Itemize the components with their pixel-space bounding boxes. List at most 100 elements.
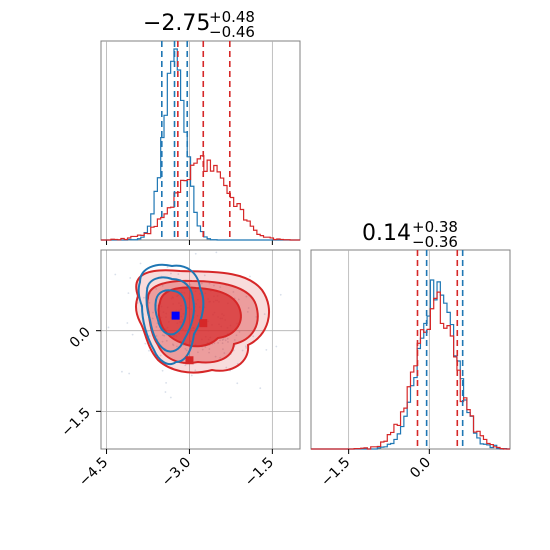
sample-point [126, 322, 129, 324]
sample-point [222, 348, 224, 351]
x-tick-label: −4.5 [76, 455, 111, 490]
panel-x-title-sub: −0.46 [209, 23, 255, 41]
sample-point [161, 284, 164, 287]
y-tick-label: 0.0 [67, 324, 94, 351]
point-marker [199, 319, 208, 328]
sample-point [221, 342, 224, 345]
sample-point [146, 330, 149, 333]
sample-point [159, 354, 162, 357]
sample-point [155, 335, 158, 337]
sample-point [189, 284, 192, 286]
sample-point [203, 274, 206, 277]
panel-joint-x-ticks: −4.5 −3.0 −1.5 [76, 449, 277, 490]
x-tick-label: −1.5 [242, 455, 277, 490]
sample-point [185, 349, 188, 352]
sample-point [219, 339, 221, 342]
sample-point [214, 355, 217, 358]
sample-point [151, 317, 154, 320]
panel-y-title-sup: +0.38 [412, 218, 458, 236]
sample-point [165, 339, 168, 342]
sample-point [263, 313, 266, 316]
sample-point [164, 391, 167, 393]
panel-joint-markers [171, 311, 208, 365]
sample-point [252, 335, 255, 338]
sample-point [176, 345, 178, 348]
sample-point [131, 333, 134, 336]
sample-point [197, 351, 199, 354]
sample-point [184, 347, 187, 350]
sample-point [245, 295, 248, 298]
sample-point [255, 315, 258, 318]
sample-point [148, 349, 150, 352]
sample-point [245, 346, 248, 349]
sample-point [166, 266, 169, 268]
sample-point [265, 348, 268, 351]
sample-point [152, 311, 154, 314]
panel-y-quantile-lines [416, 250, 464, 449]
sample-point [232, 291, 235, 293]
sample-point [238, 330, 241, 333]
panel-y-frame [310, 249, 511, 450]
sample-point [143, 296, 145, 299]
sample-point [204, 346, 207, 348]
blue-contour-mid [145, 276, 195, 353]
point-marker [171, 311, 180, 320]
sample-point [219, 286, 222, 289]
sample-point [194, 369, 197, 372]
sample-point [208, 351, 210, 354]
x-tick-label: −1.5 [318, 455, 353, 490]
sample-point [177, 273, 180, 276]
sample-point [219, 356, 222, 359]
sample-point [127, 292, 130, 295]
sample-point [148, 301, 151, 304]
sample-point [161, 334, 164, 337]
panel-x-histograms [101, 48, 300, 241]
sample-point [208, 282, 211, 285]
panel-y-grid [348, 250, 430, 449]
panel-joint: −4.5 −3.0 −1.5 0.0 −1.5 [58, 249, 301, 490]
panel-x-quantile-lines [161, 41, 231, 240]
sample-point [213, 284, 215, 287]
sample-point [144, 342, 147, 345]
panel-joint-y-ticks: 0.0 −1.5 [58, 324, 101, 440]
histogram-series [101, 155, 300, 241]
sample-point [215, 251, 218, 254]
sample-point [148, 335, 151, 337]
sample-point [246, 310, 249, 313]
panel-x-marginal: −2.75 +0.48 −0.46 [100, 8, 301, 245]
sample-point [169, 396, 172, 399]
sample-point [155, 287, 158, 290]
sample-point [155, 326, 158, 328]
panel-joint-frame [100, 249, 301, 450]
sample-point [163, 334, 166, 337]
sample-point [213, 342, 216, 345]
histogram-series [311, 279, 510, 450]
blue-contour-inner [154, 289, 188, 336]
sample-point [184, 364, 187, 367]
sample-point [165, 381, 168, 384]
panel-joint-blue-contours [137, 263, 205, 366]
panel-y-marginal: −1.5 0.0 0.14 +0.38 −0.36 [310, 218, 511, 490]
point-marker [185, 356, 194, 365]
sample-point [227, 341, 229, 343]
blue-contour-outer [137, 263, 205, 366]
panel-x-title-sup: +0.48 [209, 8, 255, 26]
sample-point [121, 370, 123, 373]
sample-point [217, 341, 219, 344]
sample-point [170, 272, 172, 275]
sample-point [247, 307, 250, 309]
sample-point [159, 329, 162, 331]
sample-point [279, 293, 282, 296]
sample-point [161, 369, 164, 372]
panel-x-title-value: −2.75 [143, 11, 210, 36]
sample-point [275, 345, 278, 348]
sample-point [161, 340, 164, 343]
sample-point [224, 339, 227, 342]
histogram-series [101, 48, 300, 241]
sample-point [200, 282, 203, 285]
sample-point [241, 349, 244, 352]
sample-point [223, 352, 226, 354]
sample-point [225, 366, 228, 369]
sample-point [237, 298, 240, 301]
